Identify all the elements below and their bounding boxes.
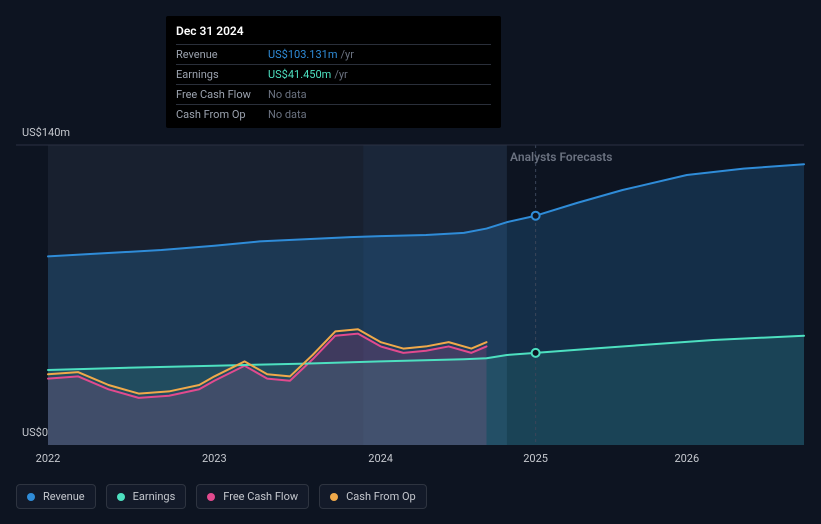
x-axis-tick-label: 2023 [202,452,227,465]
tooltip-title: Dec 31 2024 [176,24,491,44]
tooltip-row: Cash From OpNo data [176,104,491,124]
tooltip-row-label: Cash From Op [176,108,268,121]
legend-dot-icon [27,493,35,501]
tooltip-row: EarningsUS$41.450m/yr [176,64,491,84]
legend-item-revenue[interactable]: Revenue [16,484,96,509]
legend: Revenue Earnings Free Cash Flow Cash From O… [16,484,427,509]
tooltip-row: RevenueUS$103.131m/yr [176,44,491,64]
legend-item-label: Cash From Op [346,490,416,503]
legend-dot-icon [330,493,338,501]
tooltip-row-label: Revenue [176,48,268,61]
legend-item-earnings[interactable]: Earnings [106,484,187,509]
tooltip-row-unit: /yr [341,48,354,61]
legend-item-cash-from-op[interactable]: Cash From Op [319,484,427,509]
tooltip: Dec 31 2024 RevenueUS$103.131m/yrEarning… [166,16,501,128]
x-axis-tick-label: 2026 [674,452,699,465]
tooltip-row-label: Earnings [176,68,268,81]
legend-item-label: Free Cash Flow [223,490,298,503]
tooltip-row-value: US$41.450m [268,68,331,81]
chart-area[interactable] [16,145,804,445]
tooltip-row: Free Cash FlowNo data [176,84,491,104]
x-axis-tick-label: 2025 [523,452,548,465]
tooltip-row-value: No data [268,108,307,121]
legend-item-free-cash-flow[interactable]: Free Cash Flow [196,484,309,509]
legend-item-label: Earnings [133,490,176,503]
tooltip-row-unit: /yr [334,68,347,81]
legend-dot-icon [207,493,215,501]
x-axis-tick-label: 2024 [368,452,393,465]
tooltip-row-label: Free Cash Flow [176,88,268,101]
x-axis-tick-label: 2022 [36,452,61,465]
y-axis-max-label: US$140m [22,126,70,139]
tooltip-row-value: No data [268,88,307,101]
legend-item-label: Revenue [43,490,85,503]
tooltip-row-value: US$103.131m [268,48,338,61]
legend-dot-icon [117,493,125,501]
